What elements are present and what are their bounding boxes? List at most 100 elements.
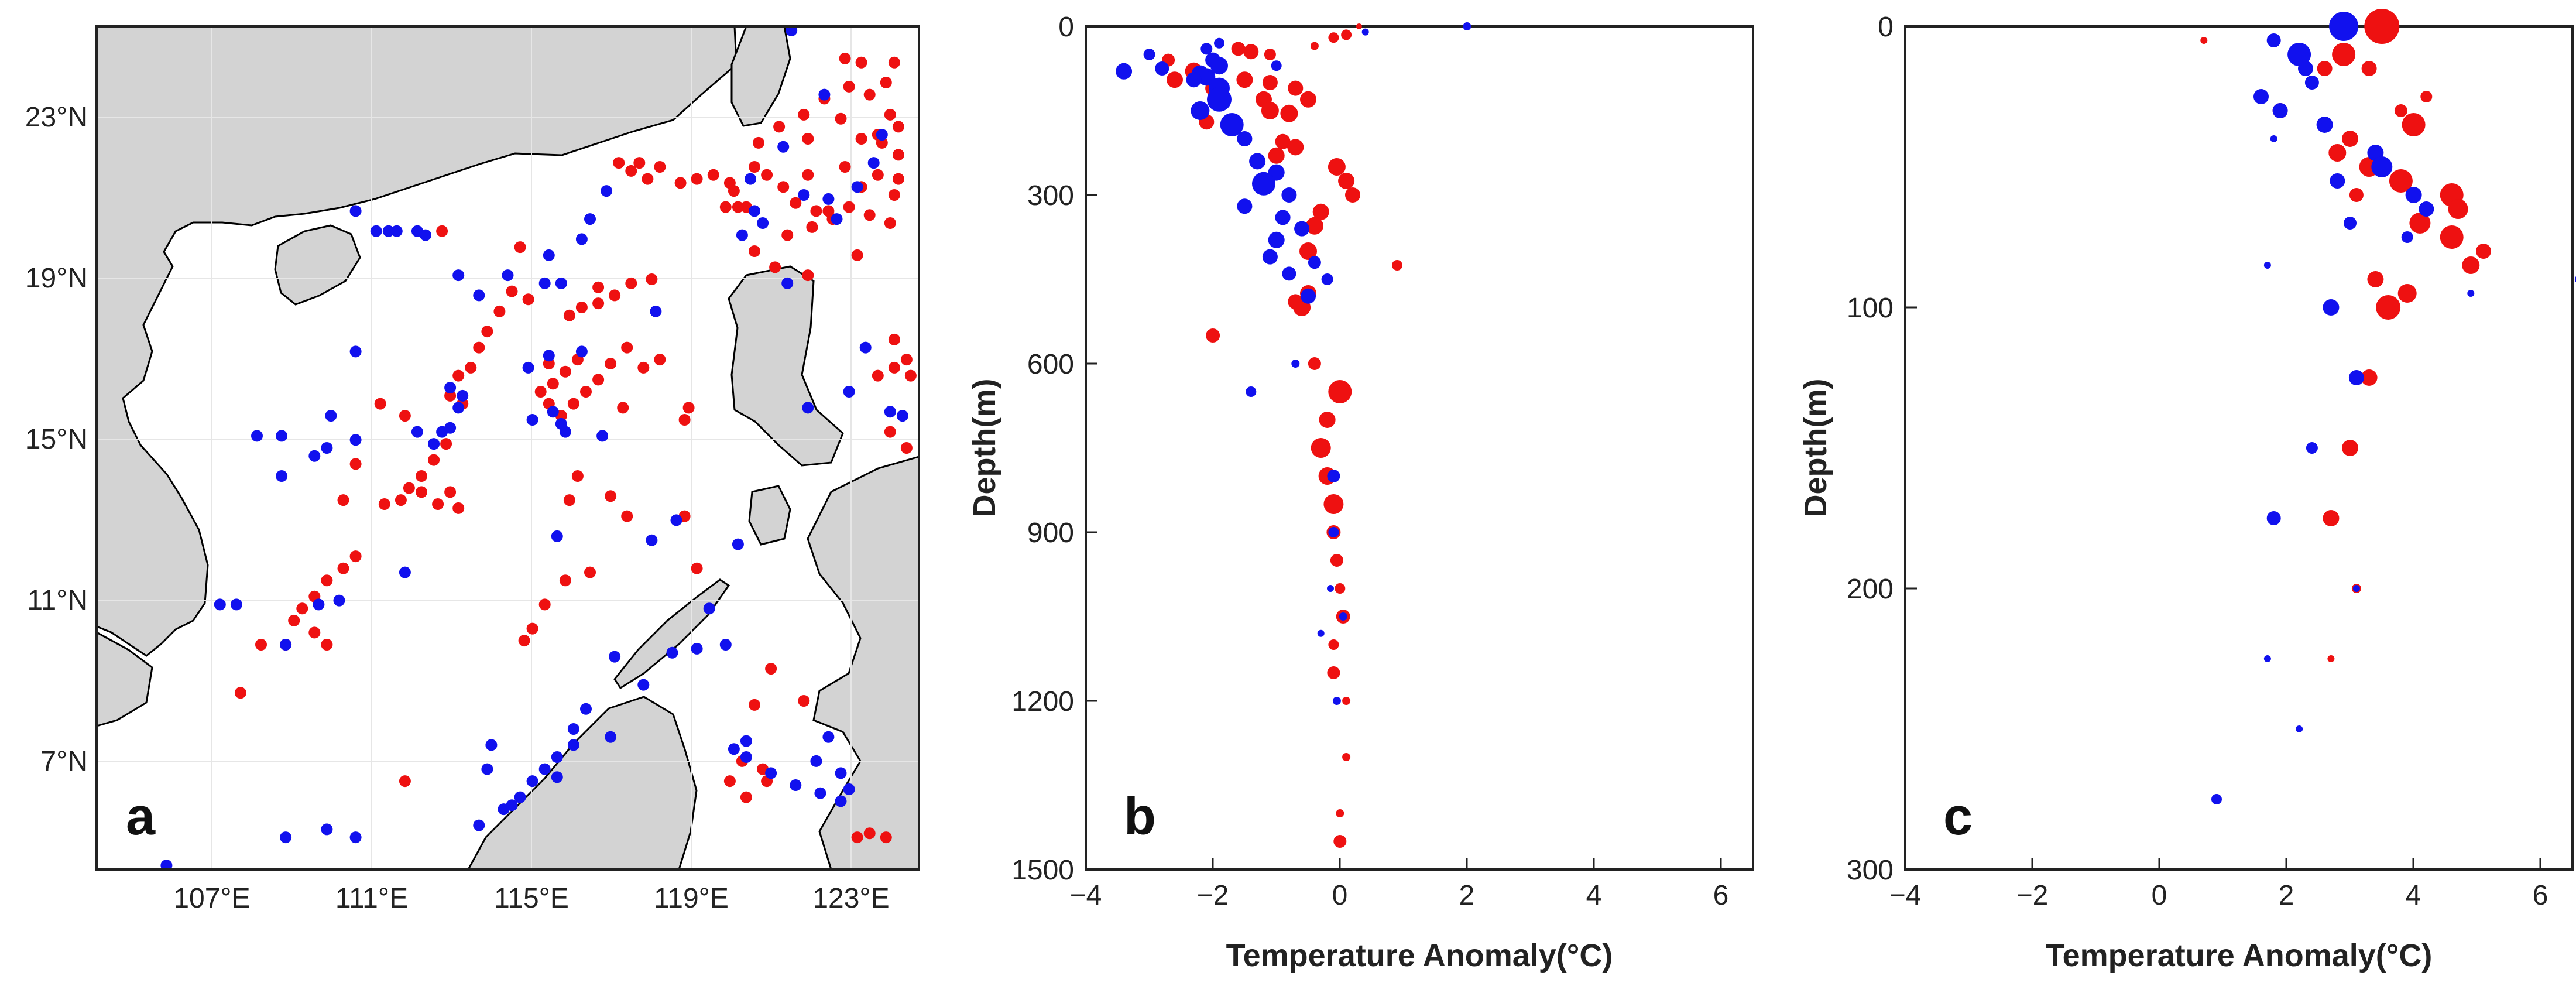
station-negative-39	[452, 402, 465, 414]
b-point-positive-12	[1288, 80, 1304, 96]
station-negative-7	[798, 189, 810, 201]
lat-tick-7: 7°N	[40, 746, 88, 777]
station-positive-12	[855, 133, 867, 145]
station-positive-29	[719, 201, 732, 213]
b-point-negative-15	[1191, 101, 1210, 120]
panel-b-points	[1116, 22, 1471, 848]
b-ytick-900: 900	[1027, 518, 1074, 549]
c-point-positive-3	[2361, 61, 2377, 76]
b-point-negative-35	[1327, 585, 1334, 592]
b-point-negative-3	[1200, 43, 1213, 55]
c-ytick-100: 100	[1847, 293, 1894, 324]
station-positive-5	[843, 80, 855, 93]
b-point-negative-11	[1155, 61, 1169, 76]
station-positive-60	[473, 341, 485, 354]
c-point-negative-25	[2211, 794, 2222, 804]
panel-b-ylabel: Depth(m)	[967, 379, 1002, 518]
station-positive-123	[723, 775, 736, 788]
b-point-positive-6	[1328, 32, 1339, 43]
station-negative-32	[526, 414, 538, 426]
lon-tick-107: 107°E	[173, 883, 250, 914]
station-negative-30	[575, 345, 588, 358]
station-negative-88	[822, 731, 835, 743]
b-point-positive-24	[1345, 187, 1360, 203]
station-positive-131	[884, 426, 896, 438]
b-point-positive-40	[1330, 554, 1343, 567]
panel-c-profile: −4 −2 0 2 4 6 0 100 200 300 Temperature …	[1798, 9, 2576, 973]
station-negative-55	[313, 598, 325, 611]
panel-a-label: a	[126, 788, 156, 846]
b-point-negative-2	[1143, 49, 1155, 60]
station-negative-20	[473, 289, 485, 302]
station-negative-6	[757, 217, 769, 229]
station-negative-76	[485, 739, 498, 751]
station-positive-90	[378, 498, 390, 510]
station-positive-34	[691, 173, 703, 185]
b-point-negative-33	[1327, 470, 1340, 482]
station-negative-44	[349, 434, 362, 446]
station-negative-43	[349, 345, 362, 358]
c-point-positive-16	[2448, 199, 2468, 219]
land-mindanao-visayas	[807, 456, 919, 869]
station-positive-111	[559, 574, 571, 587]
station-negative-10	[831, 213, 843, 225]
c-point-positive-24	[2361, 369, 2378, 386]
b-point-negative-28	[1282, 266, 1296, 281]
station-positive-16	[892, 121, 904, 133]
station-positive-72	[534, 386, 547, 398]
station-negative-46	[321, 442, 333, 454]
station-negative-42	[411, 426, 423, 438]
panel-c-label: c	[1943, 788, 1973, 846]
station-positive-87	[416, 470, 427, 482]
b-point-positive-41	[1335, 583, 1346, 594]
station-positive-25	[810, 205, 822, 217]
station-positive-43	[802, 169, 814, 181]
station-positive-96	[374, 398, 386, 410]
station-negative-102	[740, 735, 752, 747]
station-positive-76	[543, 358, 555, 369]
station-positive-89	[395, 494, 407, 506]
station-positive-46	[781, 229, 794, 241]
b-point-positive-28	[1392, 260, 1402, 271]
station-positive-127	[888, 333, 900, 345]
lat-tick-15: 15°N	[25, 424, 88, 455]
lat-tick-23: 23°N	[25, 102, 88, 133]
station-negative-89	[814, 787, 826, 799]
station-negative-82	[740, 751, 752, 763]
station-positive-138	[863, 827, 876, 840]
c-point-negative-5	[2253, 89, 2269, 104]
station-positive-50	[625, 277, 637, 289]
c-xtick-m2: −2	[2016, 880, 2049, 911]
station-negative-51	[230, 598, 242, 611]
b-point-positive-19	[1275, 133, 1291, 149]
station-negative-58	[646, 534, 658, 546]
station-positive-28	[761, 169, 773, 181]
station-positive-17	[839, 161, 851, 173]
b-point-negative-26	[1262, 249, 1278, 265]
station-negative-67	[605, 731, 617, 743]
station-negative-95	[802, 402, 814, 414]
c-xtick-m4: −4	[1889, 880, 1922, 911]
station-negative-17	[543, 249, 555, 261]
panel-c-xticks	[1904, 858, 2541, 869]
b-point-negative-12	[1186, 72, 1202, 88]
station-positive-6	[863, 88, 876, 101]
station-positive-135	[592, 281, 605, 293]
station-negative-94	[859, 341, 872, 354]
station-positive-137	[900, 354, 913, 366]
station-negative-60	[732, 538, 744, 550]
c-point-negative-24	[2296, 725, 2303, 732]
b-point-negative-30	[1301, 288, 1316, 304]
panel-c-xlabel: Temperature Anomaly(°C)	[2046, 938, 2433, 973]
station-negative-56	[280, 639, 292, 651]
station-positive-61	[465, 361, 477, 374]
station-positive-81	[617, 402, 629, 414]
c-point-positive-28	[2327, 655, 2335, 662]
c-point-negative-22	[2352, 585, 2360, 592]
station-negative-5	[736, 229, 748, 241]
b-point-negative-23	[1275, 210, 1291, 225]
b-xtick-6: 6	[1713, 880, 1729, 911]
station-negative-61	[703, 602, 715, 615]
c-point-negative-10	[2330, 173, 2345, 189]
c-point-negative-6	[2272, 103, 2288, 118]
